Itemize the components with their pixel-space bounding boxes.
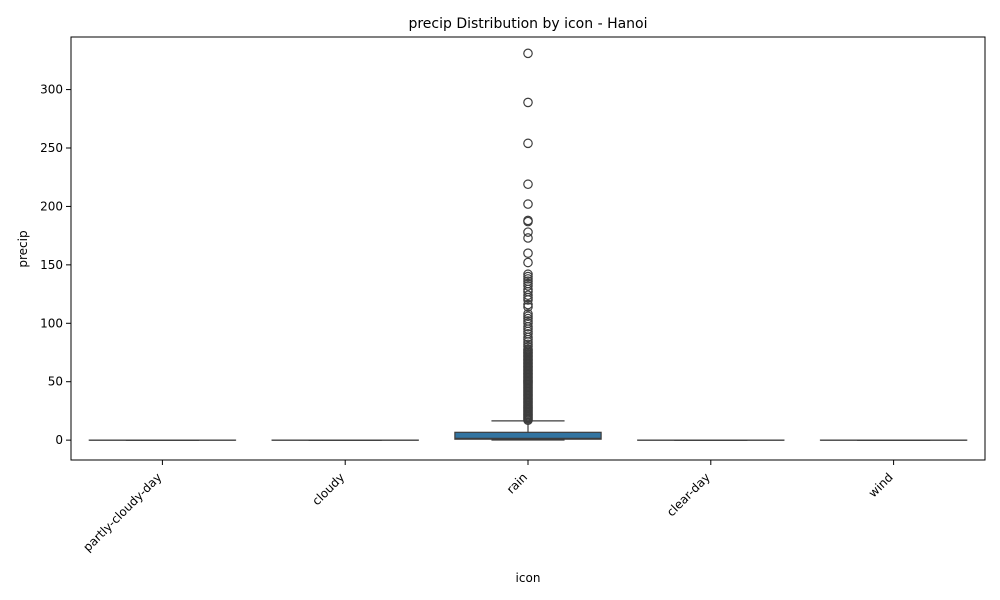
x-tick-label: wind xyxy=(866,470,896,500)
outlier-point xyxy=(523,329,533,339)
box-iqr xyxy=(454,431,602,440)
y-tick-label: 50 xyxy=(48,375,63,389)
outlier-point xyxy=(523,341,533,352)
outlier-point xyxy=(523,257,533,268)
y-tick-label: 200 xyxy=(40,199,63,213)
outlier-point xyxy=(523,316,533,326)
outlier-point xyxy=(523,302,533,312)
outlier-point xyxy=(523,248,533,258)
outlier-point xyxy=(523,199,533,209)
x-tick-label: clear-day xyxy=(664,470,713,519)
outlier-point xyxy=(523,271,533,282)
y-axis-label: precip xyxy=(16,230,30,267)
x-tick-label: cloudy xyxy=(309,470,347,508)
plot-area xyxy=(88,48,968,441)
outlier-point xyxy=(523,48,533,59)
x-tick-label: rain xyxy=(504,470,530,496)
y-tick-label: 150 xyxy=(40,258,63,272)
outlier-point xyxy=(523,318,533,329)
outlier-point xyxy=(523,309,533,319)
chart-title: precip Distribution by icon - Hanoi xyxy=(408,16,647,32)
y-tick-label: 0 xyxy=(55,433,63,447)
outlier-point xyxy=(523,278,533,289)
outlier-point xyxy=(523,274,533,284)
outlier-point xyxy=(523,227,533,237)
y-axis: 0 50 100 150 200 250 300 xyxy=(40,83,71,447)
x-tick-label: partly-cloudy-day xyxy=(80,470,164,554)
y-tick-label: 250 xyxy=(40,141,63,155)
outlier-point xyxy=(523,138,533,149)
outlier-point xyxy=(523,299,533,310)
outlier-point xyxy=(523,290,533,301)
outlier-point xyxy=(523,215,533,226)
y-tick-label: 100 xyxy=(40,316,63,330)
outlier-point xyxy=(523,233,533,243)
outlier-point xyxy=(523,311,533,322)
outlier-point xyxy=(523,339,533,350)
x-axis: partly-cloudy-day cloudy rain clear-day wind xyxy=(80,460,896,554)
outlier-point xyxy=(523,97,533,108)
x-axis-label: icon xyxy=(516,571,541,585)
box-rain xyxy=(454,48,602,441)
outlier-point xyxy=(523,269,533,280)
outlier-point xyxy=(523,344,533,354)
outlier-point xyxy=(523,281,533,291)
y-tick-label: 300 xyxy=(40,83,63,97)
outlier-point xyxy=(523,179,533,190)
outlier-point xyxy=(523,313,533,324)
outlier-point xyxy=(523,276,533,287)
